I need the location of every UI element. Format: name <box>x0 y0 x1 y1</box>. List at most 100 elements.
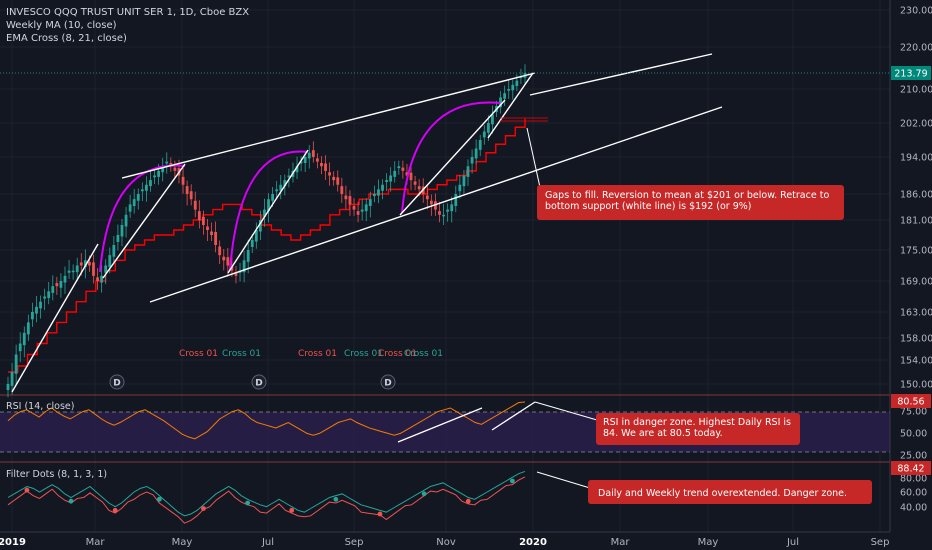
candle[interactable] <box>153 175 156 178</box>
candle[interactable] <box>104 265 108 273</box>
candle[interactable] <box>283 180 287 187</box>
candle[interactable] <box>303 157 307 164</box>
candle[interactable] <box>336 177 340 185</box>
candle[interactable] <box>360 209 364 212</box>
candle[interactable] <box>470 157 474 164</box>
candle[interactable] <box>405 172 409 176</box>
candle[interactable] <box>491 114 494 125</box>
candle[interactable] <box>478 140 482 150</box>
candle[interactable] <box>18 343 22 352</box>
candle[interactable] <box>499 97 502 108</box>
candle[interactable] <box>466 166 470 177</box>
cross-label[interactable]: Cross 01 <box>222 349 261 359</box>
candle[interactable] <box>39 301 42 309</box>
filter-dot[interactable] <box>68 498 74 504</box>
candle[interactable] <box>112 245 116 257</box>
candle[interactable] <box>446 209 450 212</box>
candle[interactable] <box>173 167 177 171</box>
candle[interactable] <box>230 267 234 271</box>
candle[interactable] <box>63 275 67 283</box>
candle[interactable] <box>10 372 14 386</box>
candle[interactable] <box>454 194 458 206</box>
candle[interactable] <box>320 163 323 167</box>
weekly-ma-line[interactable] <box>8 118 526 373</box>
candle[interactable] <box>295 166 299 173</box>
candle[interactable] <box>206 226 209 231</box>
candle[interactable] <box>222 256 226 261</box>
candle[interactable] <box>100 275 104 283</box>
candle[interactable] <box>356 211 360 215</box>
filter-dot[interactable] <box>201 506 206 511</box>
candle[interactable] <box>409 172 413 181</box>
candle[interactable] <box>181 176 185 185</box>
candle[interactable] <box>165 161 169 164</box>
candle[interactable] <box>55 283 59 287</box>
candle[interactable] <box>254 230 258 242</box>
candle[interactable] <box>429 200 433 205</box>
candle[interactable] <box>279 184 283 191</box>
indicator-weekly-ma[interactable]: Weekly MA (10, close) <box>6 20 117 31</box>
price-axis[interactable] <box>889 0 932 550</box>
candle[interactable] <box>401 167 405 171</box>
candle[interactable] <box>108 255 112 268</box>
candle[interactable] <box>474 148 478 159</box>
trendline[interactable] <box>121 72 536 179</box>
callout-rsi[interactable]: RSI in danger zone. Highest Daily RSI is… <box>534 401 800 446</box>
candle[interactable] <box>140 189 144 192</box>
candle[interactable] <box>116 235 120 242</box>
candle[interactable] <box>482 131 486 138</box>
candle[interactable] <box>185 186 189 194</box>
candle[interactable] <box>26 322 30 335</box>
candle[interactable] <box>250 240 254 247</box>
candle[interactable] <box>83 260 87 268</box>
candle[interactable] <box>352 205 356 210</box>
arc-drawing[interactable] <box>401 101 501 214</box>
candle[interactable] <box>22 332 26 346</box>
candle[interactable] <box>31 312 34 320</box>
trendline[interactable] <box>227 149 309 274</box>
candle[interactable] <box>271 194 275 201</box>
dividend-icon[interactable] <box>380 374 396 390</box>
filter-dot[interactable] <box>509 478 515 484</box>
candle[interactable] <box>157 170 161 177</box>
candle[interactable] <box>389 175 393 182</box>
callout-trend[interactable]: Daily and Weekly trend overextended. Dan… <box>536 471 872 504</box>
trendline[interactable] <box>102 163 186 279</box>
candle[interactable] <box>393 170 397 177</box>
candle[interactable] <box>242 260 246 273</box>
candle[interactable] <box>67 270 71 273</box>
candle[interactable] <box>287 175 291 178</box>
candle[interactable] <box>218 246 222 256</box>
candle[interactable] <box>507 89 511 91</box>
candle[interactable] <box>35 306 38 314</box>
trendline[interactable] <box>11 243 99 393</box>
trendline[interactable] <box>399 99 506 216</box>
candle[interactable] <box>348 196 352 205</box>
candle[interactable] <box>149 180 152 187</box>
rsi-line[interactable] <box>7 401 526 440</box>
candle[interactable] <box>458 184 462 192</box>
candle[interactable] <box>299 161 303 164</box>
candle[interactable] <box>226 257 230 266</box>
candle[interactable] <box>486 123 490 133</box>
candle[interactable] <box>397 166 401 169</box>
candle[interactable] <box>59 281 63 288</box>
filter-dot[interactable] <box>24 487 30 493</box>
candle[interactable] <box>161 166 165 173</box>
candle[interactable] <box>315 158 319 162</box>
indicator-ema-cross[interactable]: EMA Cross (8, 21, close) <box>6 33 127 44</box>
candle[interactable] <box>340 186 344 194</box>
filter-dot[interactable] <box>245 500 250 506</box>
candle[interactable] <box>324 163 327 171</box>
filter-dot[interactable] <box>333 496 339 502</box>
cross-label[interactable]: Cross 01 <box>378 349 417 359</box>
candle[interactable] <box>202 216 205 225</box>
candle[interactable] <box>234 272 238 276</box>
trendline[interactable] <box>487 72 534 139</box>
filter-dots-slow-line[interactable] <box>7 476 526 524</box>
cross-label[interactable]: Cross 01 <box>344 349 383 359</box>
candle[interactable] <box>385 180 388 182</box>
candle[interactable] <box>311 150 315 157</box>
